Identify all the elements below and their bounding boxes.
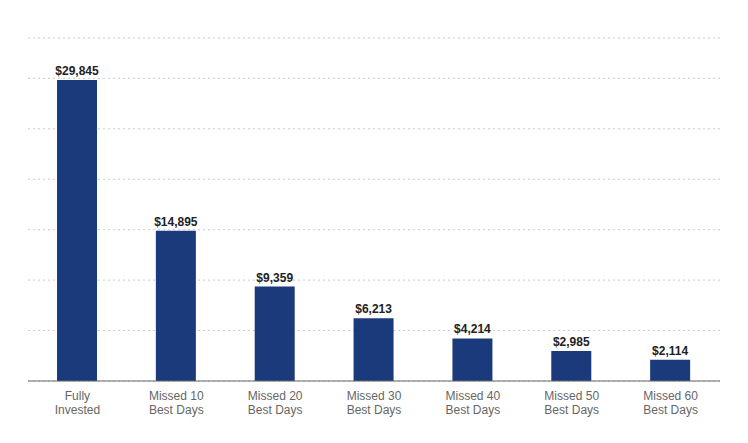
svg-text:FullyInvested: FullyInvested bbox=[55, 389, 100, 417]
svg-text:Missed 10Best Days: Missed 10Best Days bbox=[149, 389, 204, 417]
svg-text:$2,114: $2,114 bbox=[652, 344, 688, 358]
svg-text:Missed 20Best Days: Missed 20Best Days bbox=[248, 389, 303, 417]
svg-text:$6,213: $6,213 bbox=[355, 302, 392, 316]
svg-text:Missed 30Best Days: Missed 30Best Days bbox=[347, 389, 402, 417]
svg-text:$29,845: $29,845 bbox=[55, 64, 99, 78]
svg-text:$9,359: $9,359 bbox=[256, 271, 293, 285]
svg-text:$4,214: $4,214 bbox=[454, 322, 491, 336]
svg-text:$14,895: $14,895 bbox=[154, 215, 198, 229]
svg-text:$2,985: $2,985 bbox=[553, 335, 590, 349]
svg-text:Missed 60Best Days: Missed 60Best Days bbox=[643, 389, 698, 417]
svg-text:Missed 40Best Days: Missed 40Best Days bbox=[446, 389, 501, 417]
svg-text:Missed 50Best Days: Missed 50Best Days bbox=[544, 389, 599, 417]
